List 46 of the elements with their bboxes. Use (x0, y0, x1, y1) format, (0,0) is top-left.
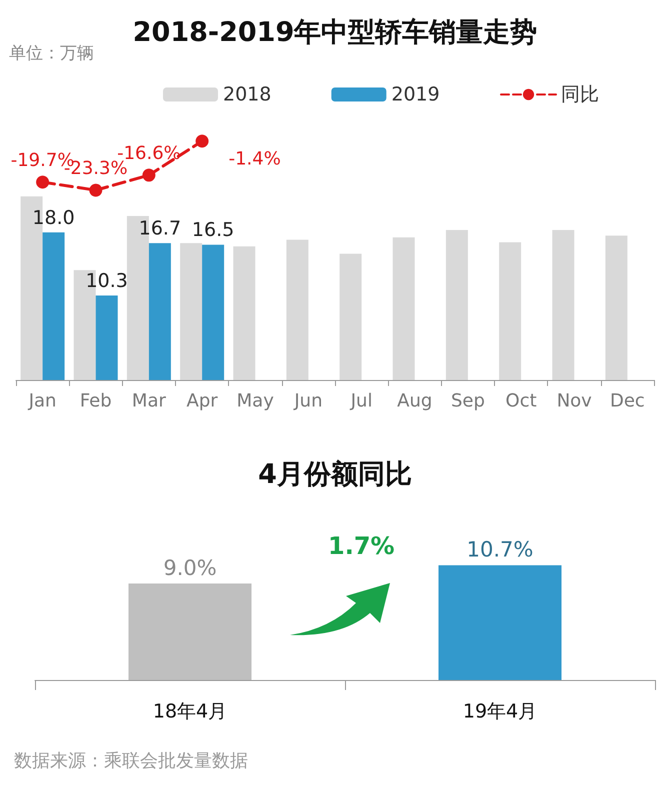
bar (42, 232, 65, 380)
point (36, 176, 50, 189)
data-label: 10.7% (466, 538, 534, 562)
legend-label: 2019 (391, 84, 440, 106)
bar (202, 244, 224, 380)
data-label: -1.4% (228, 148, 281, 170)
data-label: 16.5 (192, 219, 234, 242)
x-tick-label: Jun (293, 390, 322, 412)
x-tick-label: Aug (397, 390, 432, 412)
bar (96, 296, 118, 380)
x-tick-label: Nov (556, 390, 592, 412)
data-label: 18.0 (32, 206, 75, 229)
bar (392, 237, 415, 380)
x-tick-label: Jan (28, 390, 56, 412)
x-tick-label: Dec (610, 390, 645, 412)
y-axis-title: 单位：万辆 (9, 44, 94, 64)
data-label: 16.7 (138, 218, 182, 240)
bar (605, 236, 628, 380)
x-tick-label: Jul (350, 390, 372, 412)
bar (446, 230, 468, 380)
chart-title: 4月份额同比 (258, 459, 412, 490)
x-tick-label: Sep (450, 390, 485, 412)
legend-label: 2018 (223, 84, 272, 106)
point (89, 184, 102, 197)
bar (340, 254, 362, 380)
x-tick-label: Feb (80, 390, 112, 412)
data-label: 9.0% (163, 556, 217, 580)
bar (233, 246, 256, 380)
bar (499, 242, 522, 380)
bar (552, 230, 574, 380)
legend-label: 同比 (561, 84, 599, 106)
bar (180, 243, 202, 380)
text: 1.7% (328, 532, 395, 560)
bar (286, 240, 308, 380)
x-tick-label: Mar (132, 390, 166, 412)
point (196, 134, 209, 148)
x-tick-label: May (236, 390, 274, 412)
bar (148, 243, 171, 380)
x-tick-label: Apr (186, 390, 218, 412)
x-tick-label: 19年4月 (462, 700, 538, 722)
x-tick-label: Oct (506, 390, 537, 412)
x-tick-label: 18年4月 (152, 700, 228, 722)
data-label: 10.3 (86, 270, 128, 292)
point (142, 168, 156, 182)
chart-title: 2018-2019年中型轿车销量走势 (132, 17, 538, 48)
source-note: 数据来源：乘联会批发量数据 (14, 750, 248, 772)
